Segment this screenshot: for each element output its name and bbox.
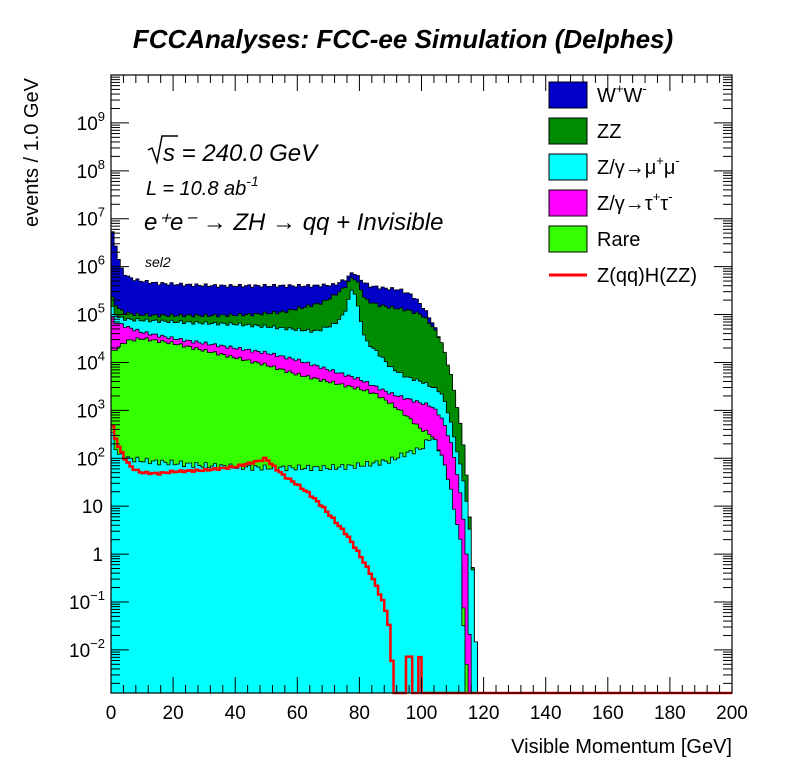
x-tick-label: 200 (716, 703, 748, 724)
annotation-sqrt-s: s = 240.0 GeV (147, 135, 319, 167)
y-tick-label: 106 (77, 253, 105, 279)
legend-swatch (548, 117, 588, 145)
x-axis-ticks: 0 20 40 60 80 100 120 140 160 180 200 (106, 75, 748, 724)
legend-entry-5: Rare (548, 225, 640, 253)
y-tick-label: 104 (77, 348, 105, 374)
legend-swatch (548, 153, 588, 181)
legend-entry-2: ZZ (548, 117, 621, 145)
y-axis-ticks: 10−2 10−1 1 10 102 103 104 105 106 107 108 109 (69, 76, 732, 684)
legend-swatch (548, 189, 588, 217)
legend-entry-4: Z/γ→τ+τ- (548, 189, 673, 217)
svg-text:L = 10.8 ab-1: L = 10.8 ab-1 (146, 173, 259, 200)
x-tick-label: 140 (530, 703, 562, 724)
lumi-text: L = 10.8 ab (146, 178, 246, 200)
y-tick-label: 102 (77, 444, 105, 470)
y-tick-label: 10−2 (69, 636, 105, 662)
annotation-lumi: L = 10.8 ab-1 (146, 173, 259, 200)
y-axis-label: events / 1.0 GeV (21, 77, 43, 227)
legend-label: Z(qq)H(ZZ) (597, 265, 697, 287)
x-axis-label: Visible Momentum [GeV] (511, 736, 732, 758)
y-tick-label: 103 (77, 396, 105, 422)
y-tick-label: 1 (92, 545, 103, 566)
legend-label: Z/γ→μ+μ- (597, 153, 680, 179)
legend-label: ZZ (597, 121, 621, 143)
chart-title: FCCAnalyses: FCC-ee Simulation (Delphes) (133, 24, 673, 54)
histogram-layers (110, 231, 732, 694)
y-tick-label: 105 (77, 301, 105, 327)
legend-entry-1: W+W- (548, 81, 647, 109)
x-tick-label: 100 (406, 703, 438, 724)
legend-label: W+W- (597, 81, 647, 107)
annotation-selection: sel2 (145, 254, 171, 270)
x-tick-label: 80 (349, 703, 370, 724)
sqrt-symbol (147, 135, 178, 165)
x-tick-label: 160 (592, 703, 624, 724)
y-tick-label: 10 (82, 497, 103, 518)
legend-swatch (548, 225, 588, 253)
x-tick-label: 120 (468, 703, 500, 724)
y-tick-label: 108 (77, 157, 105, 183)
x-tick-label: 60 (287, 703, 308, 724)
x-tick-label: 0 (106, 703, 117, 724)
legend-entry-3: Z/γ→μ+μ- (548, 153, 680, 181)
x-tick-label: 20 (163, 703, 184, 724)
x-tick-label: 40 (225, 703, 246, 724)
y-tick-label: 109 (77, 109, 105, 135)
annotation-process: e⁺e⁻ → ZH → qq + Invisible (144, 209, 443, 236)
legend-label: Rare (597, 229, 640, 251)
legend-entry-6: Z(qq)H(ZZ) (549, 265, 697, 287)
x-tick-label: 180 (654, 703, 686, 724)
y-tick-label: 107 (77, 205, 105, 231)
legend-swatch (548, 81, 588, 109)
sqrt-s-text: s = 240.0 GeV (163, 140, 319, 167)
lumi-superscript: -1 (246, 173, 258, 189)
legend: W+W- ZZ Z/γ→μ+μ- Z/γ→τ+τ- Rare Z(qq)H(ZZ) (548, 81, 697, 287)
legend-label: Z/γ→τ+τ- (597, 189, 673, 215)
y-tick-label: 10−1 (69, 588, 105, 614)
